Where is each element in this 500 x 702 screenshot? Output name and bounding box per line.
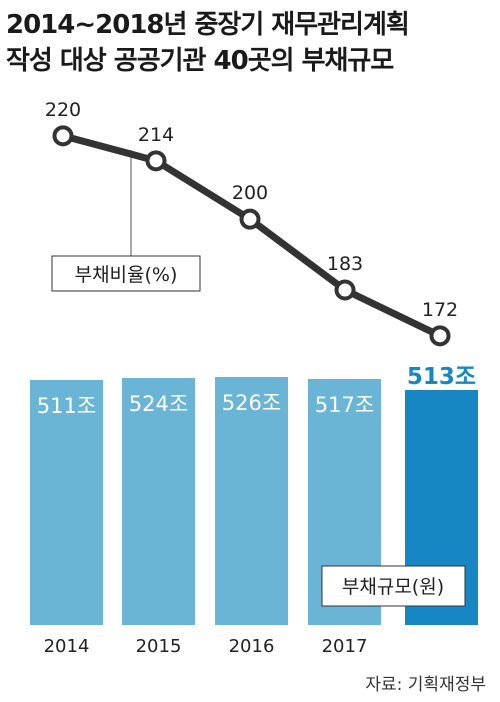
line-value-label: 200 — [232, 182, 268, 204]
bar-layer: 511조 2014 524조 2015 526조 2016 517조 2017 513조 2018… — [30, 364, 478, 657]
bar-2016 — [215, 377, 288, 625]
line-value-label: 214 — [138, 124, 174, 146]
debt-ratio-line — [59, 132, 444, 340]
source-note: 자료: 기획재정부 — [365, 675, 486, 695]
x-tick-label: 2018년 — [410, 636, 472, 657]
legend-label: 부채규모(원) — [342, 576, 444, 598]
line-value-label: 220 — [45, 99, 81, 121]
x-tick-label: 2017 — [322, 636, 368, 657]
line-value-label: 172 — [422, 299, 458, 321]
bar-2014 — [30, 380, 103, 625]
legend-label: 부채비율(%) — [75, 264, 178, 286]
bar-value-label: 513조 — [407, 364, 476, 390]
chart-title-line-1: 2014~2018년 중장기 재무관리계획 — [6, 10, 410, 40]
legend-box — [321, 565, 466, 607]
x-tick-label: 2014 — [44, 636, 90, 657]
legend-box — [51, 255, 201, 292]
x-tick-label: 2015 — [136, 636, 182, 657]
line-point — [239, 208, 261, 230]
line-point — [145, 150, 167, 172]
bar-series-legend: 부채규모(원) — [321, 565, 466, 607]
line-series-callout: 부채비율(%) — [51, 150, 201, 292]
line-point — [52, 125, 74, 147]
line-layer: 220 214 200 183 172 — [45, 99, 458, 347]
bar-value-label: 517조 — [315, 393, 374, 417]
x-tick-label: 2016 — [229, 636, 275, 657]
bar-value-label: 511조 — [37, 394, 96, 418]
line-value-label: 183 — [327, 253, 363, 275]
chart-title-line-2: 작성 대상 공공기관 40곳의 부채규모 — [6, 46, 394, 76]
line-point — [429, 325, 451, 347]
line-point — [334, 279, 356, 301]
bar-2015 — [122, 378, 195, 625]
bar-value-label: 524조 — [129, 392, 188, 416]
bar-value-label: 526조 — [222, 391, 281, 415]
